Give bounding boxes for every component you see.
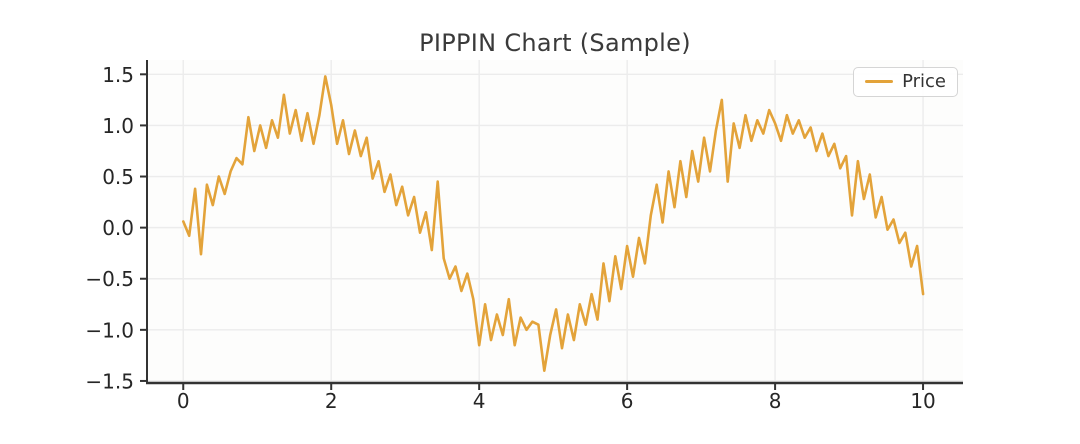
series-line-price [182, 75, 925, 373]
y-tick-label: −0.5 [85, 267, 134, 291]
x-tick-label: 4 [473, 389, 486, 413]
y-tick-label: 1.0 [102, 114, 134, 138]
y-tick-label: −1.0 [85, 318, 134, 342]
y-tick-label: 0.5 [102, 165, 134, 189]
y-tick-label: 0.0 [102, 216, 134, 240]
legend-label: Price [902, 71, 946, 92]
x-tick-label: 2 [325, 389, 338, 413]
y-tick-label: −1.5 [85, 369, 134, 393]
x-tick-label: 6 [621, 389, 634, 413]
chart-title: PIPPIN Chart (Sample) [419, 29, 691, 57]
y-tick-label: 1.5 [102, 63, 134, 87]
x-tick-label: 10 [910, 389, 935, 413]
legend-box: Price [853, 67, 958, 97]
x-tick-label: 0 [177, 389, 190, 413]
x-tick-label: 8 [769, 389, 782, 413]
price-line-swatch-icon [865, 80, 894, 83]
